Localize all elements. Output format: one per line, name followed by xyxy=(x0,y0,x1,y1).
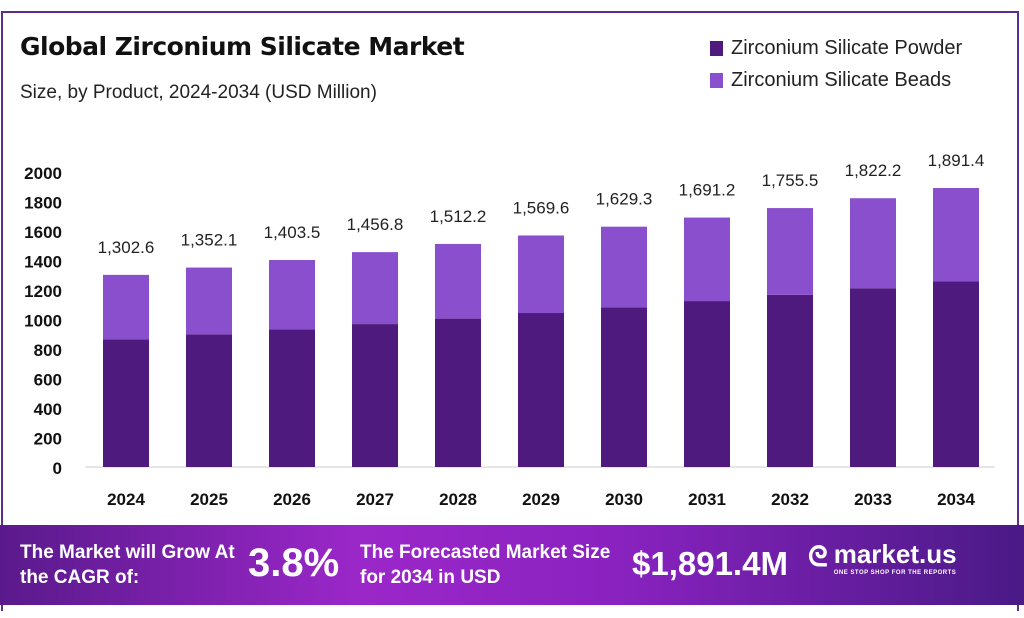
logo-text: market.us xyxy=(833,539,957,569)
cagr-label: The Market will Grow At the CAGR of: xyxy=(20,542,235,588)
y-tick-label: 0 xyxy=(53,459,62,478)
y-tick-label: 400 xyxy=(34,400,62,419)
data-label-2026: 1,403.5 xyxy=(264,223,321,242)
data-label-2028: 1,512.2 xyxy=(430,207,487,226)
x-tick-label: 2027 xyxy=(356,490,394,509)
bar-beads-2032 xyxy=(767,208,813,295)
forecast-value: $1,891.4M xyxy=(632,545,788,582)
chart-frame xyxy=(1,11,1019,611)
summary-banner: The Market will Grow At the CAGR of: 3.8… xyxy=(0,525,1024,605)
x-tick-label: 2032 xyxy=(771,490,809,509)
bar-beads-2029 xyxy=(518,235,564,314)
forecast-label: The Forecasted Market Size for 2034 in U… xyxy=(360,542,611,588)
bar-beads-2027 xyxy=(352,252,398,325)
legend-swatch-beads xyxy=(710,72,723,88)
x-tick-label: 2025 xyxy=(190,490,228,509)
legend-item-powder: Zirconium Silicate Powder xyxy=(710,32,962,64)
data-label-2031: 1,691.2 xyxy=(679,181,736,200)
bar-chart: 0 200 400 600 800 1000 1200 1400 1600 1800 2000 1,3… xyxy=(24,151,995,509)
bar-beads-2030 xyxy=(601,226,647,308)
x-tick-label: 2024 xyxy=(107,490,145,509)
legend-label-powder: Zirconium Silicate Powder xyxy=(731,36,963,59)
bar-powder-2024 xyxy=(103,339,149,467)
bar-powder-2031 xyxy=(684,301,730,467)
bar-powder-2025 xyxy=(186,334,232,467)
market-us-logo: ᘓ market.us ONE STOP SHOP FOR THE REPORT… xyxy=(808,539,957,576)
x-tick-label: 2028 xyxy=(439,490,477,509)
bar-powder-2027 xyxy=(352,324,398,467)
chart-title: Global Zirconium Silicate Market xyxy=(20,32,465,61)
bar-powder-2028 xyxy=(435,318,481,467)
data-label-2024: 1,302.6 xyxy=(98,238,155,257)
data-label-2034: 1,891.4 xyxy=(928,151,985,170)
bar-beads-2028 xyxy=(435,243,481,319)
x-tick-label: 2031 xyxy=(688,490,726,509)
chart-subtitle: Size, by Product, 2024-2034 (USD Million… xyxy=(20,82,377,103)
bar-powder-2033 xyxy=(850,288,896,467)
x-tick-label: 2026 xyxy=(273,490,311,509)
logo-tagline: ONE STOP SHOP FOR THE REPORTS xyxy=(833,570,957,576)
y-tick-label: 200 xyxy=(34,430,62,449)
data-label-2029: 1,569.6 xyxy=(513,198,570,217)
x-tick-label: 2030 xyxy=(605,490,643,509)
x-tick-label: 2029 xyxy=(522,490,560,509)
bar-powder-2030 xyxy=(601,307,647,467)
data-label-2032: 1,755.5 xyxy=(762,171,819,190)
legend-item-beads: Zirconium Silicate Beads xyxy=(710,64,962,96)
bar-beads-2025 xyxy=(186,267,232,335)
bar-beads-2034 xyxy=(933,188,979,282)
data-label-2027: 1,456.8 xyxy=(347,215,404,234)
y-tick-label: 1200 xyxy=(24,282,62,301)
data-label-2030: 1,629.3 xyxy=(596,190,653,209)
y-tick-label: 2000 xyxy=(24,164,62,183)
bar-powder-2029 xyxy=(518,313,564,467)
y-tick-label: 1400 xyxy=(24,253,62,272)
y-tick-label: 1000 xyxy=(24,312,62,331)
legend-label-beads: Zirconium Silicate Beads xyxy=(731,68,952,91)
bar-powder-2034 xyxy=(933,281,979,467)
bar-powder-2032 xyxy=(767,294,813,467)
bar-beads-2031 xyxy=(684,217,730,302)
data-label-2033: 1,822.2 xyxy=(845,161,902,180)
bar-beads-2033 xyxy=(850,198,896,289)
x-tick-label: 2034 xyxy=(937,490,975,509)
bar-beads-2026 xyxy=(269,259,315,330)
x-tick-label: 2033 xyxy=(854,490,892,509)
y-tick-label: 600 xyxy=(34,371,62,390)
data-label-2025: 1,352.1 xyxy=(181,231,238,250)
y-tick-label: 1800 xyxy=(24,194,62,213)
logo-icon: ᘓ xyxy=(808,541,828,572)
legend: Zirconium Silicate Powder Zirconium Sili… xyxy=(710,32,962,96)
bar-powder-2026 xyxy=(269,329,315,467)
cagr-value: 3.8% xyxy=(248,541,340,585)
legend-swatch-powder xyxy=(710,40,723,56)
y-tick-label: 1600 xyxy=(24,223,62,242)
bar-beads-2024 xyxy=(103,274,149,340)
y-tick-label: 800 xyxy=(34,341,62,360)
